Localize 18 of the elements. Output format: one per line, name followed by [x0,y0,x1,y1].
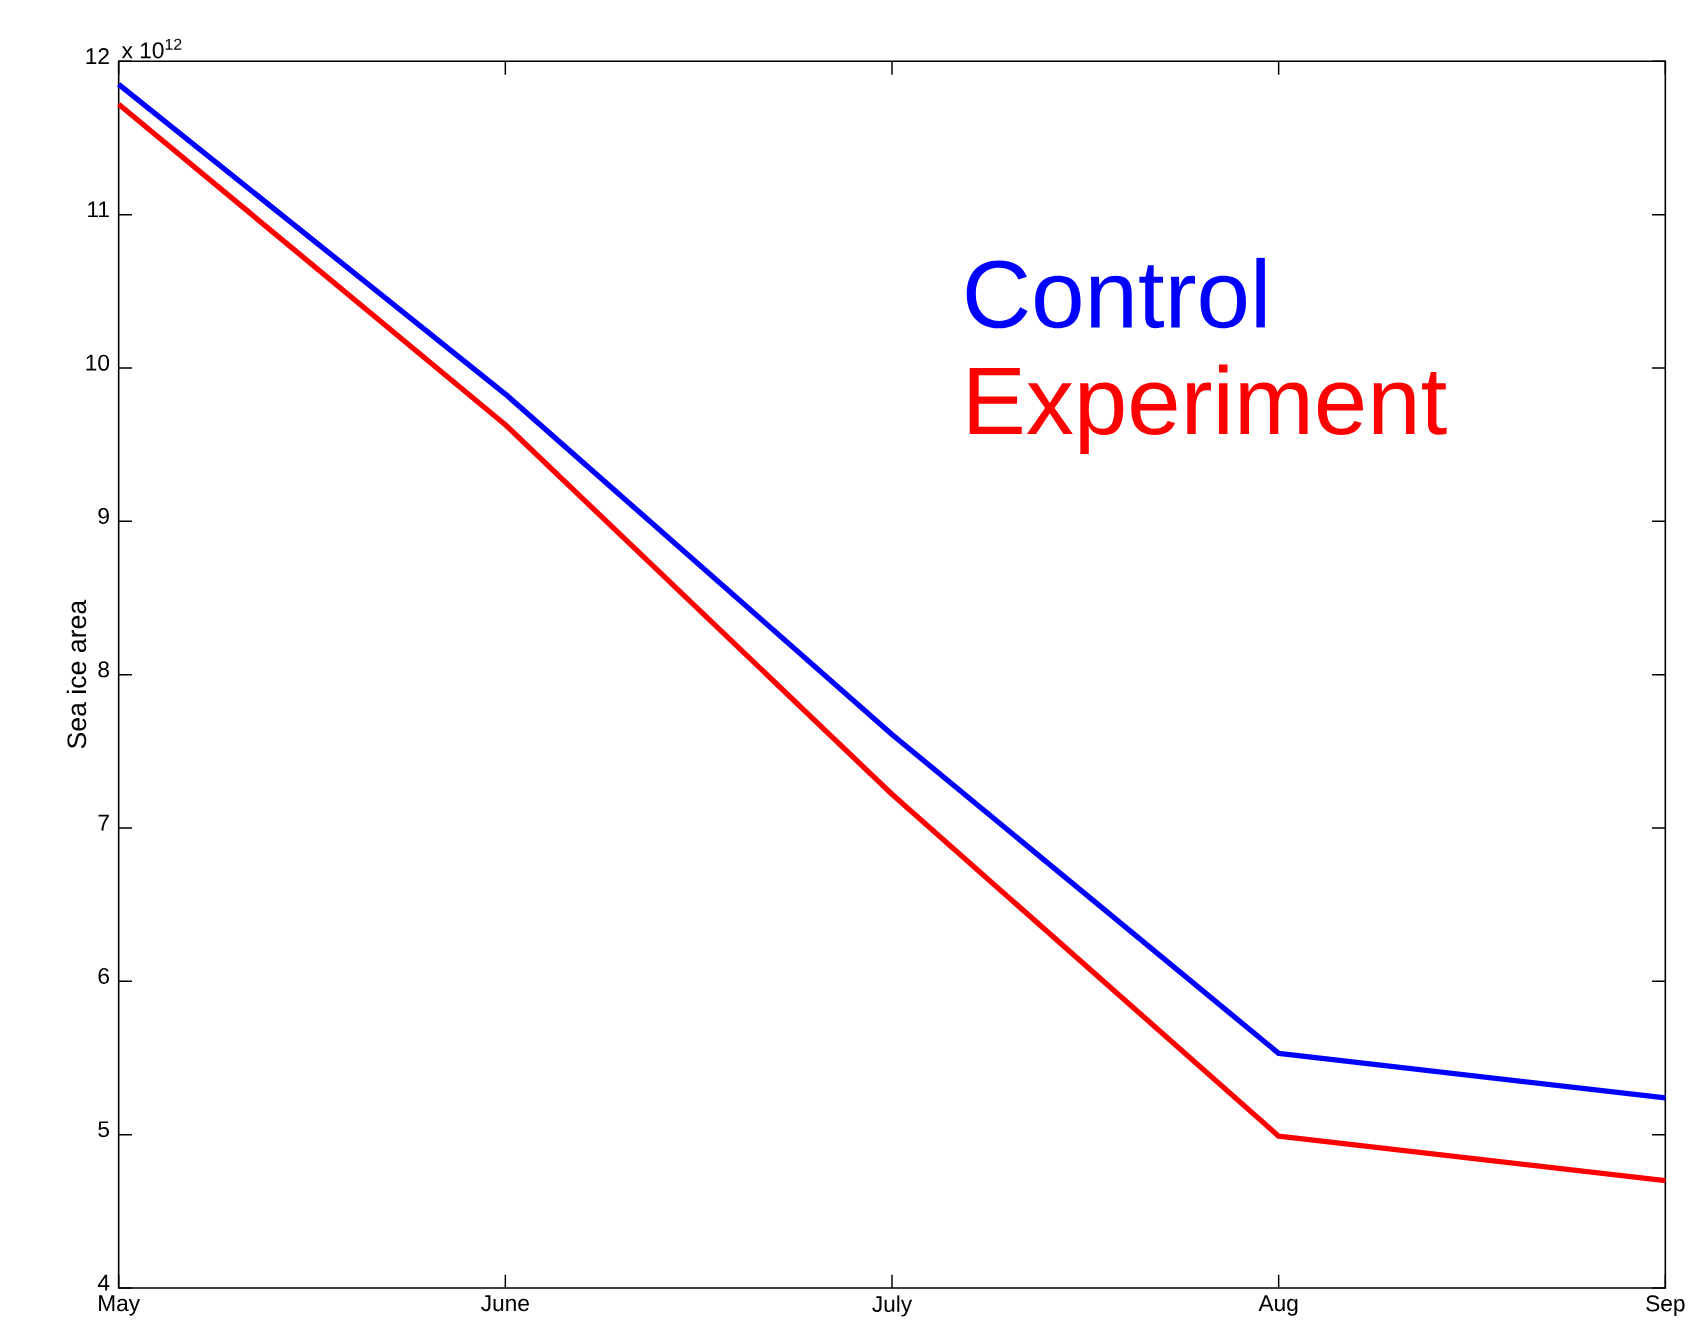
x-tick-label: Aug [1258,1295,1298,1316]
y-tick-label: 5 [98,1121,109,1138]
y-tick-label: 11 [88,201,109,217]
x-tick-label: July [872,1295,913,1317]
text: Experiment [969,364,1447,454]
y-tick-label: 6 [98,967,109,984]
x-tick-label: May [99,1295,141,1316]
y-tick-label: 10 [86,354,110,371]
y-tick-label: 4 [97,1274,110,1291]
x-tick-label: Sep [1646,1295,1685,1316]
x-tick-label: June [481,1295,529,1312]
y-axis-title: Sea ice area [66,599,87,749]
y-tick-label: 12 [86,47,109,64]
y-tick-label: 8 [98,661,109,678]
text: Control [966,257,1265,329]
text: x 10$^{12}$ [121,38,182,59]
y-tick-label: 9 [98,507,109,524]
y-tick-label: 7 [98,814,109,831]
